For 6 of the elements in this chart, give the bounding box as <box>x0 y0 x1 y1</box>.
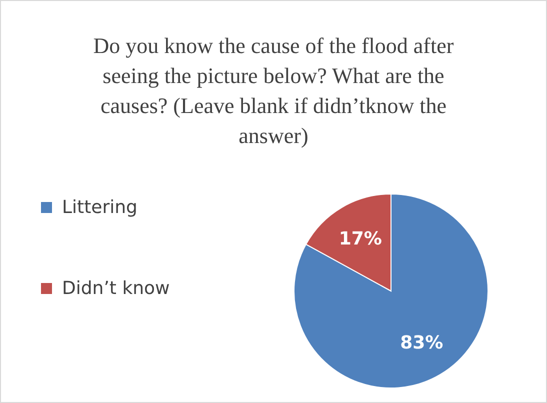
legend-label: Littering <box>62 197 138 218</box>
data-label: 83% <box>400 332 444 354</box>
chart-title: Do you know the cause of the flood after seeing the picture below? What are the causes? (Leave blank if didn’tknow the answer) <box>92 32 455 150</box>
legend-label: Didn’t know <box>62 278 170 299</box>
data-label: 17% <box>338 228 382 250</box>
pie-slice <box>294 194 488 388</box>
